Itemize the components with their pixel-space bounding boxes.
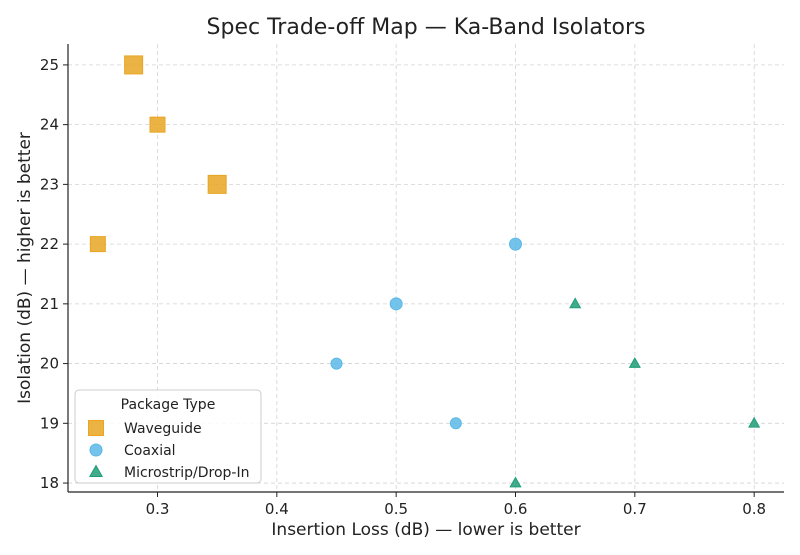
- point-coaxial: [449, 417, 462, 430]
- data-points: [89, 55, 761, 488]
- legend-title: Package Type: [121, 397, 216, 413]
- chart-title: Spec Trade-off Map — Ka-Band Isolators: [207, 15, 646, 40]
- point-microstrip-drop-in: [509, 476, 522, 488]
- legend-label-waveguide: Waveguide: [124, 421, 202, 437]
- x-tick-label: 0.4: [265, 500, 289, 518]
- y-tick-label: 21: [40, 295, 59, 313]
- point-coaxial: [509, 237, 522, 251]
- x-tick-label: 0.3: [146, 500, 170, 518]
- point-microstrip-drop-in: [569, 297, 582, 309]
- x-tick-label: 0.6: [504, 500, 528, 518]
- x-axis-label: Insertion Loss (dB) — lower is better: [271, 520, 580, 540]
- point-microstrip-drop-in: [748, 416, 761, 428]
- legend-label-microstrip-drop-in: Microstrip/Drop-In: [124, 465, 249, 481]
- y-tick-label: 19: [40, 414, 59, 432]
- point-coaxial: [389, 297, 403, 311]
- y-tick-label: 24: [40, 116, 59, 134]
- legend-marker-microstrip-drop-in: [88, 464, 104, 478]
- y-tick-label: 20: [40, 355, 59, 373]
- point-waveguide: [89, 236, 106, 253]
- legend-box: [74, 389, 262, 484]
- x-tick-label: 0.5: [384, 500, 408, 518]
- point-waveguide: [124, 55, 144, 75]
- axis-ticks: 0.3 0.4 0.5 0.6 0.7 0.8 18 19 20 21 22 23 24 25: [40, 56, 766, 518]
- legend-marker-coaxial: [89, 443, 103, 457]
- point-microstrip-drop-in: [628, 357, 641, 368]
- y-tick-label: 22: [40, 235, 59, 253]
- x-tick-label: 0.8: [742, 500, 766, 518]
- point-waveguide: [207, 174, 227, 194]
- y-tick-label: 18: [40, 474, 59, 492]
- legend-label-coaxial: Coaxial: [124, 443, 176, 459]
- y-axis-label: Isolation (dB) — higher is better: [15, 132, 35, 404]
- y-tick-label: 23: [40, 175, 59, 193]
- point-coaxial: [330, 357, 343, 370]
- point-waveguide: [149, 116, 166, 133]
- legend-entries: Waveguide Coaxial Microstrip/Drop-In: [88, 420, 249, 481]
- legend-marker-waveguide: [88, 420, 104, 436]
- x-tick-label: 0.7: [623, 500, 647, 518]
- legend: Package Type Waveguide Coaxial Microstrip/…: [74, 389, 262, 484]
- y-tick-label: 25: [40, 56, 59, 74]
